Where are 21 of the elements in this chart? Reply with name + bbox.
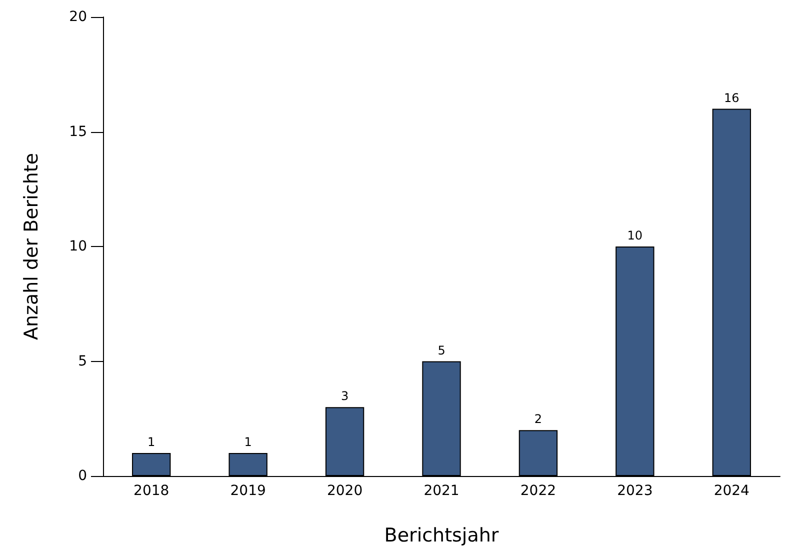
- x-tick-label: 2023: [617, 483, 653, 499]
- data-label: 16: [724, 90, 740, 105]
- x-tick-label: 2020: [326, 483, 363, 499]
- x-axis-title: Berichtsjahr: [384, 524, 499, 546]
- data-label: 1: [148, 435, 156, 450]
- y-tick-label: 5: [78, 353, 87, 370]
- data-label: 2: [534, 412, 542, 426]
- data-label: 5: [438, 343, 446, 358]
- y-tick-label: 0: [78, 468, 87, 484]
- x-tick-label: 2022: [520, 483, 556, 499]
- y-tick-label: 20: [69, 9, 87, 25]
- x-tick-label: 2021: [424, 483, 460, 499]
- x-tick-label: 2024: [714, 483, 750, 499]
- data-label: 10: [627, 228, 643, 242]
- y-tick-label: 15: [69, 124, 87, 140]
- x-tick-label: 2018: [134, 483, 170, 499]
- y-axis-title: Anzahl der Berichte: [20, 152, 42, 340]
- data-label: 1: [244, 435, 252, 450]
- x-tick-label: 2019: [230, 483, 266, 499]
- y-tick-label: 10: [69, 238, 87, 254]
- data-label: 3: [340, 389, 349, 404]
